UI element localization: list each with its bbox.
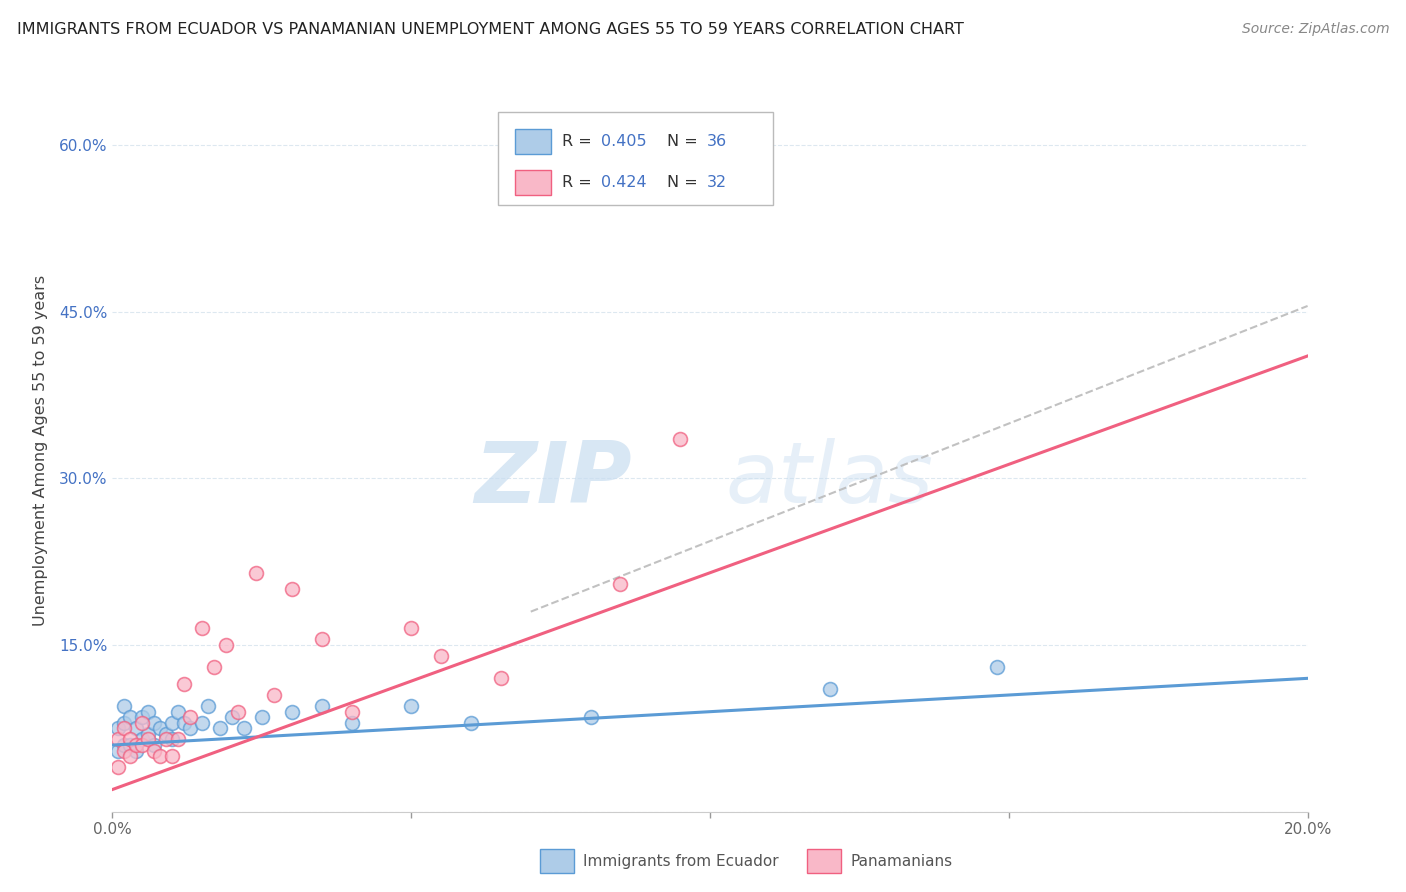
Text: Panamanians: Panamanians [851,854,953,869]
Point [114,722,135,736]
Point [250,710,273,724]
Text: N =: N = [666,175,703,190]
Text: ZIP: ZIP [475,438,633,521]
Text: Immigrants from Ecuador: Immigrants from Ecuador [583,854,779,869]
Point [221,710,243,724]
Text: R =: R = [562,175,596,190]
Point [162,732,183,747]
Point [138,732,160,747]
Point [986,660,1008,674]
Point [197,699,219,714]
Point [191,621,214,635]
Text: R =: R = [562,134,596,149]
Point [120,732,142,747]
Point [179,710,201,724]
Text: N =: N = [666,134,703,149]
Point [669,433,692,447]
Point [281,705,304,719]
Text: Source: ZipAtlas.com: Source: ZipAtlas.com [1241,22,1389,37]
Point [818,682,841,697]
Point [179,722,201,736]
Point [149,749,172,764]
Point [107,760,129,774]
Point [138,727,160,741]
Point [340,715,363,730]
Point [107,743,129,757]
Point [162,715,183,730]
Point [311,632,333,647]
Point [131,732,153,747]
Point [489,671,512,685]
FancyBboxPatch shape [515,129,551,153]
Point [233,722,256,736]
FancyBboxPatch shape [499,112,773,205]
Point [155,727,177,741]
Point [173,715,195,730]
Point [138,705,160,719]
FancyBboxPatch shape [515,170,551,194]
Point [114,699,135,714]
Point [120,749,142,764]
Point [162,749,183,764]
Point [609,577,631,591]
Point [173,677,195,691]
Point [114,738,135,752]
Point [263,688,285,702]
Text: 32: 32 [706,175,727,190]
Point [131,738,153,752]
Point [209,722,232,736]
Point [401,699,423,714]
Point [143,743,166,757]
Point [202,660,225,674]
Point [311,699,333,714]
Y-axis label: Unemployment Among Ages 55 to 59 years: Unemployment Among Ages 55 to 59 years [32,275,48,626]
Point [143,738,166,752]
Text: 36: 36 [706,134,727,149]
Point [167,705,190,719]
Point [167,732,190,747]
Point [579,710,602,724]
Point [125,722,148,736]
Point [107,732,129,747]
Point [149,722,172,736]
Point [340,705,363,719]
Text: 0.405: 0.405 [602,134,647,149]
Text: IMMIGRANTS FROM ECUADOR VS PANAMANIAN UNEMPLOYMENT AMONG AGES 55 TO 59 YEARS COR: IMMIGRANTS FROM ECUADOR VS PANAMANIAN UN… [17,22,963,37]
Point [114,715,135,730]
Point [226,705,249,719]
Point [430,649,453,664]
Point [245,566,267,580]
Point [131,710,153,724]
Point [125,743,148,757]
Point [401,621,423,635]
Point [155,732,177,747]
Point [281,582,304,597]
Point [728,127,751,141]
Point [460,715,482,730]
Point [191,715,214,730]
Point [120,738,142,752]
Point [114,743,135,757]
Point [143,715,166,730]
Text: 0.424: 0.424 [602,175,647,190]
Point [131,715,153,730]
Point [120,710,142,724]
Point [125,738,148,752]
Point [215,638,238,652]
Text: atlas: atlas [725,438,934,521]
Point [107,722,129,736]
